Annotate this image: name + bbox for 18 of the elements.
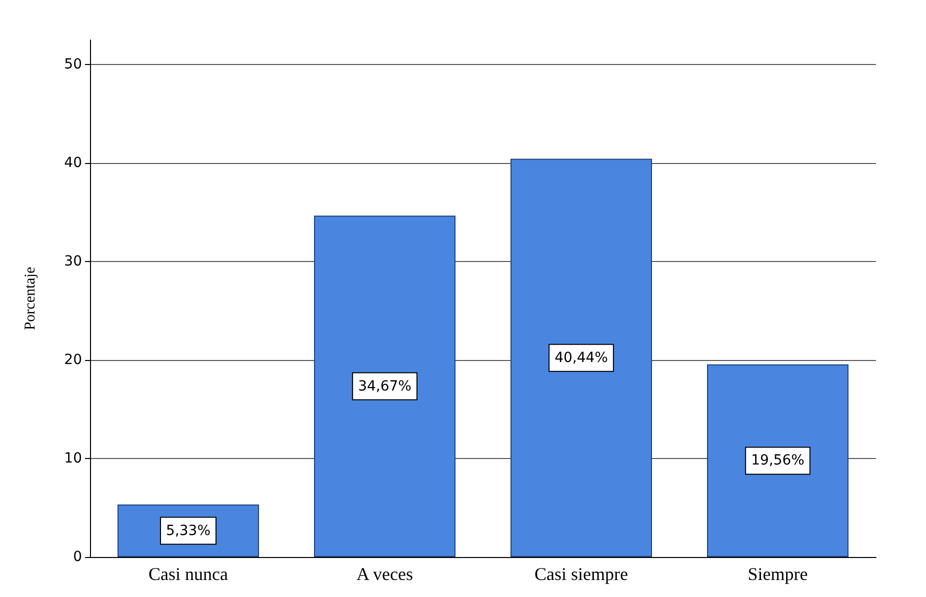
bar bbox=[510, 158, 652, 557]
data-label: 19,56% bbox=[751, 452, 804, 469]
x-tick-label: Siempre bbox=[748, 564, 808, 584]
x-tick-label: A veces bbox=[356, 564, 413, 584]
bar bbox=[314, 216, 456, 557]
y-tick-label: 50 bbox=[64, 56, 82, 73]
bar bbox=[707, 364, 848, 557]
y-tick-label: 30 bbox=[64, 254, 82, 270]
x-tick-label: Casi siempre bbox=[534, 564, 628, 584]
y-tick-label: 10 bbox=[64, 450, 82, 467]
data-label: 34,67% bbox=[358, 378, 412, 394]
y-tick-label: 0 bbox=[73, 549, 82, 565]
y-axis-title: Porcentaje bbox=[22, 266, 38, 330]
x-tick-label: Casi nunca bbox=[148, 564, 228, 584]
data-label: 40,44% bbox=[554, 350, 608, 366]
data-label: 5,33% bbox=[166, 522, 210, 539]
y-tick-label: 40 bbox=[64, 155, 82, 172]
y-tick-label: 20 bbox=[64, 352, 82, 368]
